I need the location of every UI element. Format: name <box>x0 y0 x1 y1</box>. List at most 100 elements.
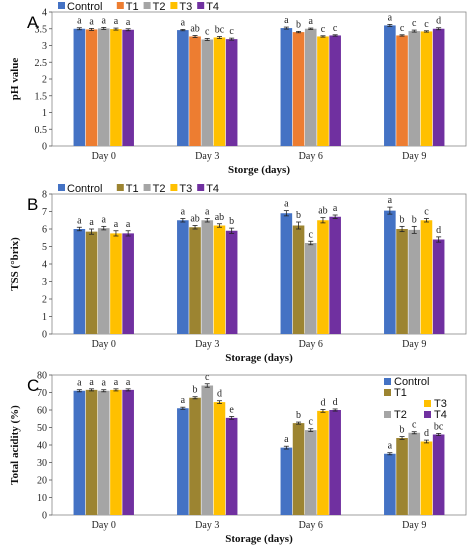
bar-t1-day-3 <box>189 227 201 334</box>
legend-label: T3 <box>179 183 192 195</box>
significance-label: b <box>193 385 198 396</box>
bar-t2-day-0 <box>97 390 110 515</box>
y-tick-label: 80 <box>37 371 47 382</box>
x-category-label: Day 3 <box>195 151 219 162</box>
bar-t4-day-0 <box>122 233 134 334</box>
bar-t1-day-9 <box>396 229 408 334</box>
legend-label: T1 <box>126 183 139 195</box>
bar-t3-day-6 <box>317 410 329 515</box>
legend-label: T4 <box>434 409 447 421</box>
bar-control-day-6 <box>280 28 293 146</box>
bar-t3-day-6 <box>317 220 329 334</box>
significance-label: a <box>114 377 119 388</box>
significance-label: a <box>77 215 82 226</box>
y-axis-title: TSS (°brix) <box>9 237 21 291</box>
bar-control-day-6 <box>280 213 293 334</box>
significance-label: d <box>217 389 222 400</box>
significance-label: a <box>102 15 107 26</box>
y-tick-label: 0 <box>42 142 47 153</box>
bar-t3-day-0 <box>110 233 122 334</box>
bar-t1-day-0 <box>85 231 98 334</box>
legend-swatch <box>384 411 391 418</box>
bar-t4-day-0 <box>122 29 134 147</box>
y-tick-label: 70 <box>37 388 47 399</box>
bar-t2-day-9 <box>408 229 421 334</box>
legend-swatch <box>170 184 178 191</box>
x-category-label: Day 6 <box>299 520 323 531</box>
y-axis-title: Total acidity (%) <box>9 405 21 485</box>
bar-t2-day-3 <box>201 385 214 515</box>
significance-label: e <box>229 404 234 415</box>
significance-label: a <box>181 395 186 406</box>
y-tick-label: 40 <box>37 441 47 452</box>
legend-label: T3 <box>434 398 447 410</box>
significance-label: a <box>284 434 289 445</box>
bar-t2-day-0 <box>97 28 110 146</box>
bar-t2-day-6 <box>304 243 317 334</box>
significance-label: a <box>388 441 393 452</box>
y-tick-label: 3 <box>42 277 47 288</box>
x-category-label: Day 3 <box>195 339 219 350</box>
significance-label: a <box>181 207 186 218</box>
x-category-label: Day 0 <box>92 339 116 350</box>
legend-swatch <box>116 184 124 191</box>
bar-control-day-0 <box>73 28 86 146</box>
y-tick-label: 0.5 <box>35 125 48 136</box>
bar-t2-day-9 <box>408 432 421 515</box>
bar-control-day-6 <box>280 447 293 515</box>
legend-swatch <box>143 184 151 191</box>
significance-label: a <box>114 16 119 27</box>
significance-label: c <box>412 18 417 29</box>
y-tick-label: 2 <box>42 295 47 306</box>
significance-label: c <box>321 24 326 35</box>
significance-label: a <box>388 12 393 23</box>
legend-label: T2 <box>153 183 166 195</box>
bar-t1-day-6 <box>292 32 305 146</box>
significance-label: c <box>424 207 429 218</box>
bar-t1-day-0 <box>85 389 98 515</box>
significance-label: a <box>284 15 289 26</box>
y-tick-label: 50 <box>37 423 47 434</box>
significance-label: a <box>284 199 289 210</box>
bar-t4-day-9 <box>432 434 445 515</box>
significance-label: d <box>424 428 429 439</box>
x-category-label: Day 0 <box>92 520 116 531</box>
y-tick-label: 3 <box>42 41 47 52</box>
bar-t3-day-0 <box>110 29 122 146</box>
legend-swatch <box>116 2 124 9</box>
significance-label: d <box>320 397 325 408</box>
significance-label: bc <box>215 24 225 35</box>
y-tick-label: 0 <box>42 511 47 522</box>
significance-label: d <box>333 397 338 408</box>
legend-label: T4 <box>206 183 219 195</box>
significance-label: c <box>205 372 210 383</box>
significance-label: a <box>77 378 82 389</box>
bar-control-day-0 <box>73 390 86 515</box>
significance-label: bc <box>434 421 444 432</box>
panel-letter: B <box>27 195 38 214</box>
significance-label: b <box>412 214 417 225</box>
y-tick-label: 5 <box>42 242 47 253</box>
significance-label: b <box>400 214 405 225</box>
legend-label: T1 <box>126 1 139 13</box>
bar-t3-day-9 <box>420 441 433 515</box>
legend-label: T1 <box>394 387 407 399</box>
bar-t2-day-3 <box>201 39 214 146</box>
x-axis-title: Storage (days) <box>225 352 293 364</box>
panel-letter: A <box>27 13 39 32</box>
legend-swatch <box>384 378 391 385</box>
legend-swatch <box>424 411 431 418</box>
y-tick-label: 3.5 <box>35 24 48 35</box>
legend-swatch <box>197 184 205 191</box>
legend-label: T3 <box>179 1 192 13</box>
bar-t1-day-0 <box>85 29 98 147</box>
legend-swatch <box>424 400 431 407</box>
significance-label: d <box>436 16 441 27</box>
bar-t1-day-9 <box>396 438 408 515</box>
significance-label: c <box>309 229 314 240</box>
bar-t2-day-0 <box>97 228 110 334</box>
x-category-label: Day 9 <box>402 339 426 350</box>
